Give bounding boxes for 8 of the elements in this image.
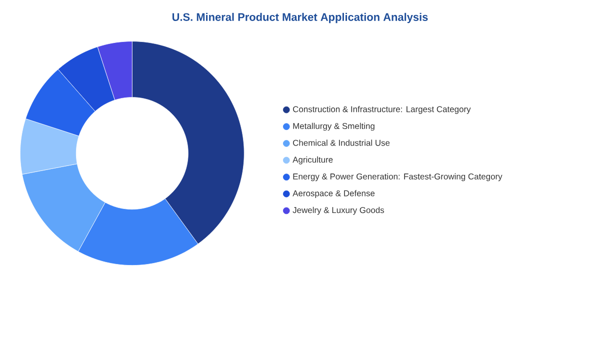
legend-label: Metallurgy & Smelting: [293, 122, 374, 131]
legend-label: Construction & Infrastructure: Largest Category: [293, 106, 471, 114]
legend-label: Aerospace & Defense: [292, 190, 375, 198]
legend-label: Chemical & Industrial Use: [293, 140, 390, 146]
legend-label: Jewelry & Luxury Goods: [292, 206, 384, 215]
chart-title: U.S. Mineral Product Market Application Analysis: [172, 12, 428, 24]
legend-label: Agriculture: [292, 156, 333, 164]
legend-label: Energy & Power Generation: Fastest-Growing Category: [293, 173, 502, 182]
